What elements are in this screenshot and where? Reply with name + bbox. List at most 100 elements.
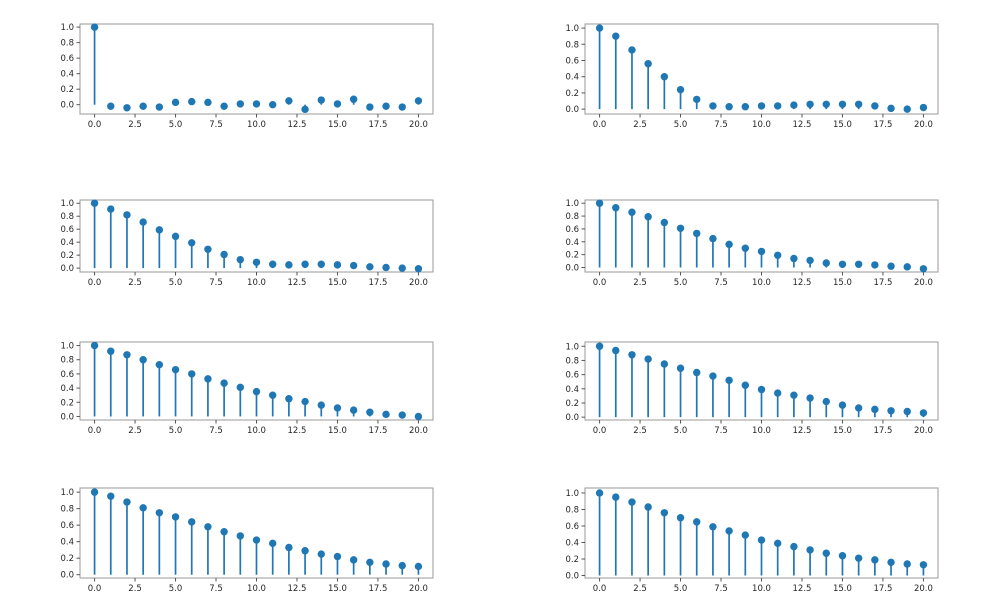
stem-marker xyxy=(854,554,863,562)
stem-marker xyxy=(236,383,245,392)
y-tick-label: 0.4 xyxy=(60,538,74,548)
stem-marker xyxy=(741,381,750,389)
stem-plot-5: 0.0 2.5 5.0 7.5 10.0 12.5 15.0 17.5 20.0 0.0 0.2 0.… xyxy=(46,335,443,441)
stem-marker xyxy=(414,265,423,273)
y-tick-label: 0.4 xyxy=(565,538,579,548)
y-tick-label: 0.8 xyxy=(60,212,74,222)
stem-marker xyxy=(676,514,685,522)
stem-marker xyxy=(317,96,325,104)
stem-marker xyxy=(757,247,766,256)
y-tick-label: 0.8 xyxy=(565,212,579,222)
stem-marker xyxy=(903,560,911,568)
stem-marker xyxy=(693,95,701,104)
stem-marker xyxy=(612,204,620,212)
x-tick-label: 0.0 xyxy=(593,278,607,288)
x-tick-label: 17.5 xyxy=(368,584,387,594)
x-tick-label: 7.5 xyxy=(209,120,223,130)
stem-marker xyxy=(919,103,928,112)
stem-marker xyxy=(107,492,115,500)
stem-marker xyxy=(709,102,717,110)
x-tick-label: 2.5 xyxy=(128,426,142,436)
stem-marker xyxy=(268,260,277,268)
chart-canvas: 0.0 2.5 5.0 7.5 10.0 12.5 15.0 17.5 20.0 0.0 0.2 0.… xyxy=(565,341,939,436)
stem-marker xyxy=(919,409,928,417)
stem-marker xyxy=(595,489,604,497)
x-tick-label: 2.5 xyxy=(633,278,647,288)
stem-marker xyxy=(382,263,390,272)
x-tick-label: 20.0 xyxy=(409,426,428,436)
stem-marker xyxy=(155,226,164,234)
y-tick-label: 0.8 xyxy=(60,39,74,49)
stem-marker xyxy=(123,351,131,359)
stem-plot-2: 0.0 2.5 5.0 7.5 10.0 12.5 15.0 17.5 20.0 0.0 0.2 0.… xyxy=(551,17,948,135)
x-tick-label: 5.0 xyxy=(674,584,688,594)
x-tick-label: 10.0 xyxy=(752,426,771,436)
stem-marker xyxy=(644,213,652,221)
stem-marker xyxy=(806,100,814,108)
stem-marker xyxy=(709,372,717,380)
stem-marker xyxy=(709,234,717,243)
chart-canvas: 0.0 2.5 5.0 7.5 10.0 12.5 15.0 17.5 20.0 0.0 0.2 0.… xyxy=(565,23,939,130)
stem-marker xyxy=(268,100,277,109)
y-tick-label: 1.0 xyxy=(565,489,579,499)
y-tick-label: 1.0 xyxy=(60,23,74,33)
x-tick-label: 12.5 xyxy=(288,426,307,436)
x-tick-label: 20.0 xyxy=(409,584,428,594)
x-tick-label: 12.5 xyxy=(793,426,812,436)
y-tick-label: 1.0 xyxy=(60,342,74,352)
x-tick-label: 12.5 xyxy=(288,584,307,594)
stem-marker xyxy=(285,543,293,552)
x-tick-label: 0.0 xyxy=(593,584,607,594)
stem-marker xyxy=(317,260,325,268)
stem-marker xyxy=(285,395,293,403)
stem-plot-3: 0.0 2.5 5.0 7.5 10.0 12.5 15.0 17.5 20.0 0.0 0.2 0.… xyxy=(46,193,443,293)
y-tick-label: 0.6 xyxy=(60,225,74,235)
stem-marker xyxy=(887,262,895,270)
y-tick-label: 0.8 xyxy=(60,505,74,515)
stem-marker xyxy=(123,498,131,506)
stem-marker xyxy=(822,100,830,108)
stem-marker xyxy=(188,239,196,247)
stem-marker xyxy=(268,391,277,399)
stem-marker xyxy=(366,263,374,271)
stem-marker xyxy=(903,105,911,113)
stem-marker xyxy=(919,265,928,273)
x-tick-label: 17.5 xyxy=(873,278,892,288)
x-tick-label: 10.0 xyxy=(247,120,266,130)
chart-canvas: 0.0 2.5 5.0 7.5 10.0 12.5 15.0 17.5 20.0 0.0 0.2 0.… xyxy=(60,199,434,288)
stem-marker xyxy=(171,513,180,521)
x-tick-label: 12.5 xyxy=(793,584,812,594)
stem-marker xyxy=(595,199,604,207)
x-tick-label: 2.5 xyxy=(633,120,647,130)
stem-marker xyxy=(333,261,342,269)
x-tick-label: 5.0 xyxy=(674,426,688,436)
stem-marker xyxy=(107,347,115,355)
stem-marker xyxy=(414,562,423,571)
x-tick-label: 5.0 xyxy=(169,426,183,436)
stem-marker xyxy=(660,218,669,227)
x-tick-label: 20.0 xyxy=(914,426,933,436)
stem-marker xyxy=(725,527,733,535)
y-tick-label: 0.0 xyxy=(565,572,579,582)
stem-marker xyxy=(693,518,701,526)
stem-plot-7: 0.0 2.5 5.0 7.5 10.0 12.5 15.0 17.5 20.0 0.0 0.2 0.… xyxy=(46,481,443,599)
stem-marker xyxy=(204,245,212,253)
stem-marker xyxy=(171,365,180,374)
stem-marker xyxy=(155,509,164,517)
stem-marker xyxy=(317,550,325,558)
stem-marker xyxy=(220,102,228,110)
stem-marker xyxy=(806,256,814,265)
stem-marker xyxy=(252,536,261,544)
stem-marker xyxy=(903,263,911,271)
stem-marker xyxy=(676,224,685,232)
x-tick-label: 5.0 xyxy=(169,584,183,594)
stem-marker xyxy=(919,561,928,569)
stem-marker xyxy=(398,411,406,419)
y-tick-label: 0.0 xyxy=(60,101,74,111)
x-tick-label: 15.0 xyxy=(328,426,347,436)
stem-marker xyxy=(693,229,701,238)
chart-canvas: 0.0 2.5 5.0 7.5 10.0 12.5 15.0 17.5 20.0 0.0 0.2 0.… xyxy=(565,487,939,594)
x-tick-label: 0.0 xyxy=(593,120,607,130)
stem-marker xyxy=(854,260,863,268)
stem-marker xyxy=(90,341,99,350)
